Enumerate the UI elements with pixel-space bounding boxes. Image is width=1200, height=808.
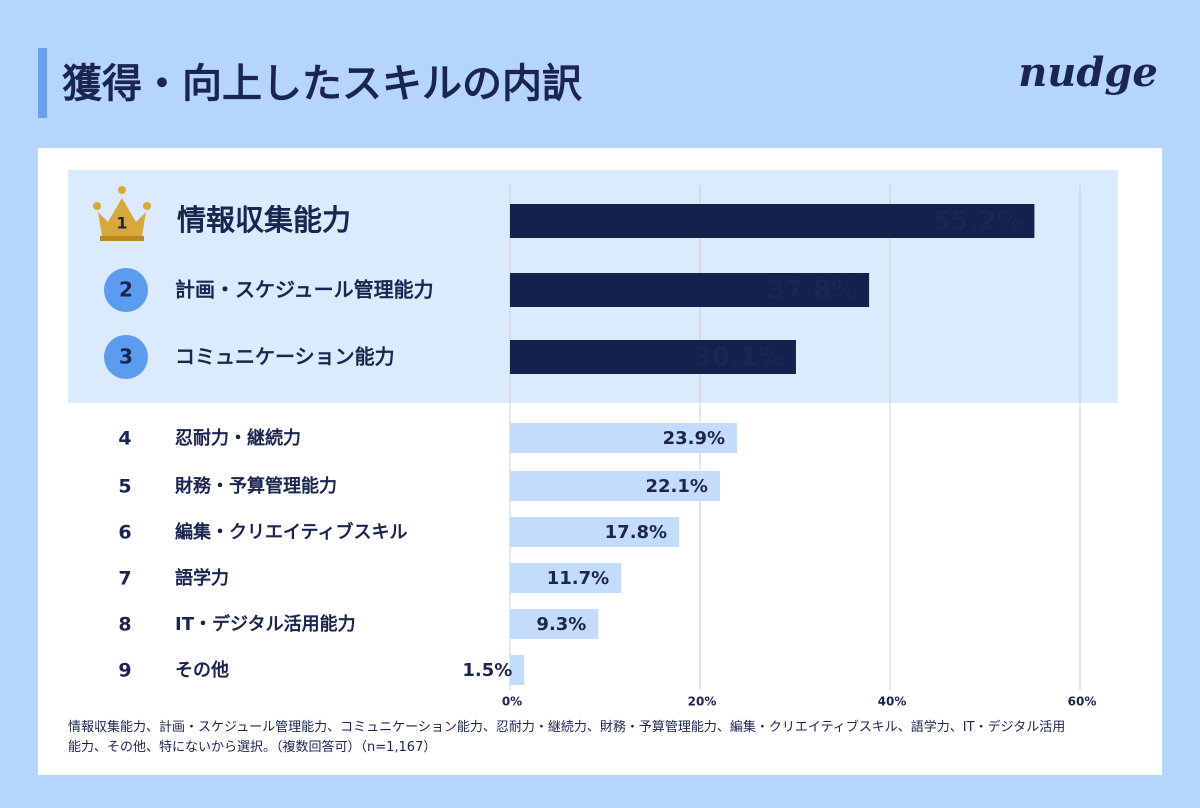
rank: 2 (119, 278, 133, 302)
category-label: IT・デジタル活用能力 (175, 613, 356, 635)
rank-badge (104, 268, 148, 312)
crown (98, 198, 146, 236)
x-tick-label: 60% (1068, 695, 1097, 709)
category-label: 忍耐力・継続力 (175, 427, 301, 449)
rank: 3 (119, 345, 133, 369)
bar (510, 273, 870, 307)
bar (510, 563, 622, 593)
category-label: 財務・予算管理能力 (175, 475, 337, 497)
crown-jewel (93, 202, 101, 210)
x-tick-label: 20% (688, 695, 717, 709)
category-label: その他 (175, 659, 229, 681)
category-label: 編集・クリエイティブスキル (175, 521, 408, 543)
bar (510, 517, 680, 547)
bar (510, 471, 720, 501)
value-label: 22.1% (645, 476, 707, 497)
category-label: コミュニケーション能力 (175, 345, 395, 369)
rank: 6 (118, 522, 131, 544)
title-accent (38, 48, 47, 118)
logo: nudge (1018, 49, 1158, 96)
value-label: 23.9% (663, 428, 725, 449)
rank: 9 (118, 660, 131, 682)
rank: 4 (118, 428, 131, 450)
crown-jewel (118, 186, 126, 194)
category-label: 計画・スケジュール管理能力 (175, 278, 434, 302)
bar (510, 609, 599, 639)
value-label: 9.3% (536, 614, 586, 635)
bar (510, 340, 796, 374)
category-label: 情報収集能力 (177, 203, 351, 237)
bar (510, 423, 738, 453)
value-label: 30.1% (694, 343, 784, 373)
crown-base (100, 236, 144, 241)
chart-title: 獲得・向上したスキルの内訳 (62, 61, 583, 107)
x-tick-label: 40% (878, 695, 907, 709)
bars: 55.2% 1 情報収集能力 37.8% 2 計画・スケジュール管理能力 30.1% 3 コミュ… (116, 203, 1035, 685)
value-label: 37.8% (767, 276, 857, 306)
rank: 7 (118, 568, 131, 590)
category-label: 語学力 (175, 567, 229, 589)
crown-jewel (143, 202, 151, 210)
x-tick-label: 0% (502, 695, 522, 709)
value-label: 55.2% (932, 207, 1022, 237)
value-label: 11.7% (547, 568, 609, 589)
rank: 8 (118, 614, 131, 636)
bar (510, 204, 1035, 238)
rank-badge (104, 335, 148, 379)
bar (510, 655, 525, 685)
footnote: 情報収集能力、計画・スケジュール管理能力、コミュニケーション能力、忍耐力・継続力… (68, 720, 1066, 755)
rank: 5 (118, 476, 131, 498)
value-label: 1.5% (462, 660, 512, 681)
rank: 1 (116, 214, 127, 233)
value-label: 17.8% (605, 522, 667, 543)
